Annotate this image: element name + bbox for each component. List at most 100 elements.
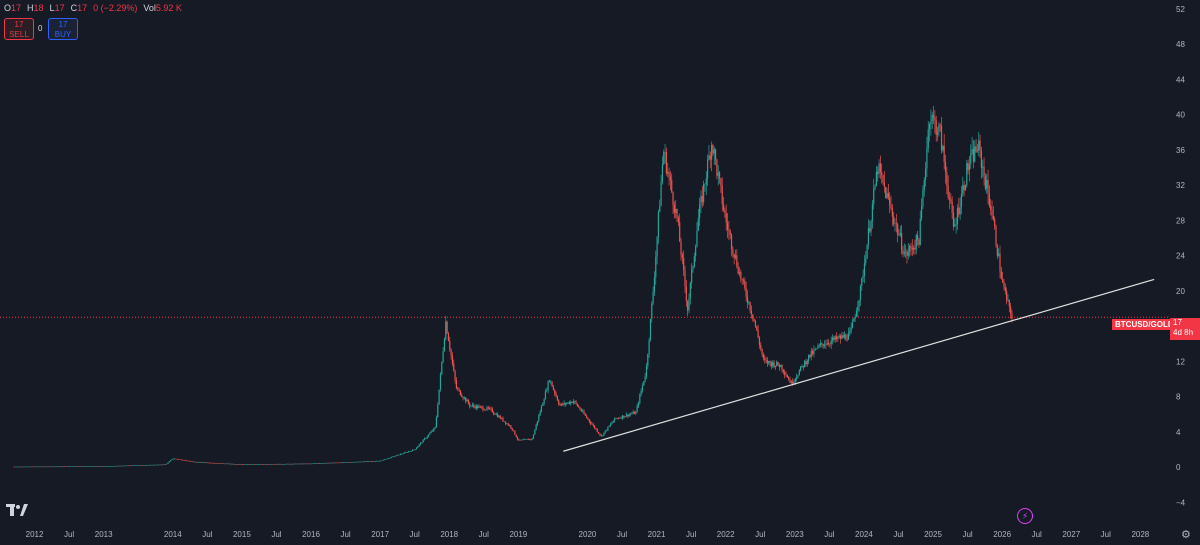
candle-body: [975, 146, 977, 152]
candle-body: [414, 449, 416, 450]
candle-body: [168, 461, 170, 463]
candle-body: [768, 360, 770, 364]
candle-body: [147, 464, 149, 466]
candle-body: [236, 464, 238, 465]
price-axis[interactable]: −40481216202428323640444852: [1176, 5, 1186, 508]
sell-label: SELL: [9, 30, 29, 39]
candle-body: [247, 464, 249, 465]
candle-body: [902, 250, 904, 254]
candle-body: [78, 466, 80, 467]
buy-button[interactable]: 17 BUY: [48, 18, 78, 40]
candle-body: [886, 193, 888, 199]
sell-button[interactable]: 17 SELL: [4, 18, 34, 40]
ohlc-legend: O17 H18 L17 C17 0 (−2.29%) Vol5.92 K: [4, 3, 182, 13]
candle-body: [713, 149, 715, 154]
candle-body: [191, 461, 193, 462]
candle-body: [850, 327, 852, 332]
candle-body: [466, 399, 468, 402]
candle-body: [752, 314, 754, 319]
candle-body: [357, 461, 359, 463]
candle-body: [51, 466, 53, 468]
candle-body: [745, 287, 747, 297]
candle-body: [356, 461, 358, 463]
candle-body: [228, 463, 230, 465]
trendline-drawing[interactable]: [563, 278, 1155, 452]
candle-body: [134, 465, 136, 466]
candle-body: [395, 455, 398, 456]
candle-body: [760, 344, 762, 349]
candle-body: [281, 464, 283, 465]
candle-body: [461, 395, 463, 397]
candle-body: [987, 179, 989, 194]
candle-body: [159, 464, 161, 466]
candle-body: [858, 299, 860, 307]
candle-body: [827, 343, 830, 344]
candle-body: [441, 361, 443, 375]
tradingview-logo-icon[interactable]: [6, 503, 28, 521]
candle-body: [873, 188, 875, 204]
candle-body: [649, 318, 652, 341]
candle-body: [692, 266, 694, 270]
x-tick-label: 2021: [648, 530, 666, 539]
candle-body: [917, 234, 919, 240]
candle-body: [336, 462, 338, 464]
candle-body: [596, 429, 598, 433]
candle-body: [433, 428, 435, 431]
candle-body: [273, 463, 275, 465]
candle-body: [102, 466, 104, 467]
candle-body: [140, 465, 143, 466]
candle-body: [583, 410, 585, 414]
candle-body: [187, 460, 189, 462]
lightning-event-icon[interactable]: ⚡: [1017, 508, 1033, 524]
candle-body: [613, 417, 616, 422]
candle-body: [510, 425, 512, 428]
candle-body: [890, 204, 892, 209]
candle-body: [344, 462, 346, 463]
candle-body: [695, 246, 697, 257]
candle-body: [453, 363, 455, 371]
candle-body: [87, 466, 89, 467]
candle-body: [377, 460, 379, 462]
candle-body: [14, 466, 16, 468]
candle-body: [449, 341, 451, 350]
candle-body: [389, 457, 391, 459]
gear-icon[interactable]: ⚙: [1181, 529, 1191, 541]
x-tick-label: 2014: [164, 530, 182, 539]
time-axis[interactable]: 2012 Jul 2013 2014 Jul 2015 Jul 2016 Jul 2017 Jul 2…: [26, 530, 1150, 539]
candle-body: [62, 466, 64, 468]
candle-body: [251, 464, 253, 466]
candle-body: [930, 121, 932, 125]
candle-body: [111, 466, 113, 467]
candle-body: [487, 407, 489, 409]
candle-body: [761, 348, 763, 355]
candle-body: [796, 377, 798, 379]
candle-body: [288, 463, 290, 465]
candle-body: [967, 163, 969, 171]
candle-body: [380, 460, 382, 462]
low-value: L17: [49, 3, 65, 13]
candle-body: [632, 411, 634, 414]
candle-body: [575, 401, 577, 404]
candle-body: [580, 409, 582, 412]
candle-body: [365, 461, 367, 462]
candle-body: [675, 208, 677, 213]
candle-body: [800, 366, 802, 371]
candle-body: [943, 145, 945, 163]
candle-body: [602, 435, 604, 437]
candle-body: [470, 405, 472, 407]
candle-body: [947, 186, 949, 198]
candle-body: [398, 454, 400, 456]
candle-body: [738, 271, 741, 274]
candle-body: [798, 370, 800, 376]
x-tick-label: 2022: [717, 530, 735, 539]
candle-body: [866, 244, 868, 259]
candle-body: [757, 330, 759, 338]
candle-body: [777, 361, 779, 366]
candle-body: [372, 461, 374, 462]
candle-body: [84, 466, 87, 467]
candle-body: [477, 405, 479, 408]
buy-label: BUY: [54, 30, 72, 39]
candle-body: [826, 343, 828, 345]
candle-body: [556, 396, 559, 401]
